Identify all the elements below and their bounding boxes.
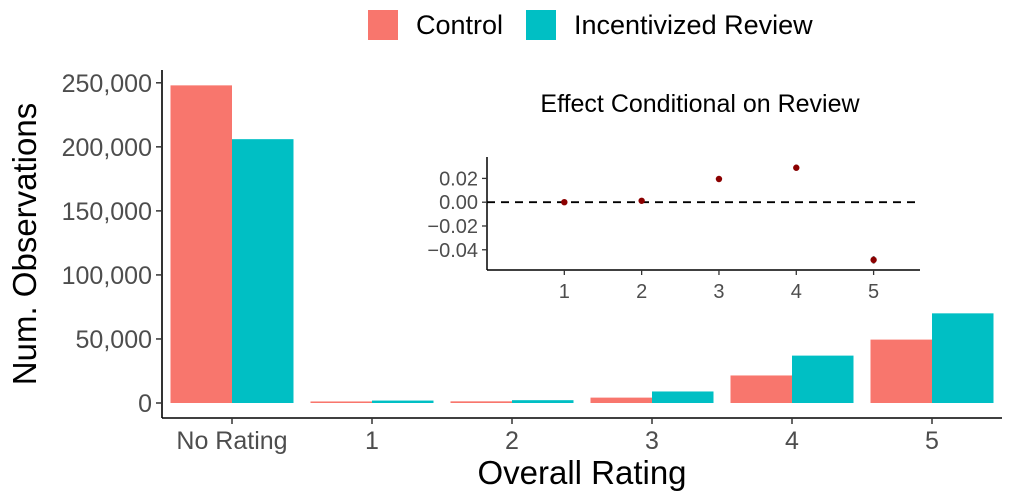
bar-incentivized-review xyxy=(512,400,574,403)
inset-y-tick-label: −0.04 xyxy=(427,240,478,262)
bar-incentivized-review xyxy=(652,391,714,403)
bar-control xyxy=(170,85,232,403)
y-tick-label: 50,000 xyxy=(76,326,152,354)
bar-incentivized-review xyxy=(372,400,434,403)
legend: Control Incentivized Review xyxy=(368,10,813,40)
inset-x-tick-label: 2 xyxy=(636,281,647,303)
bar-incentivized-review xyxy=(232,139,294,403)
inset-point xyxy=(870,256,877,264)
inset-x-tick-label: 1 xyxy=(559,281,570,303)
inset-y-tick-label: 0.02 xyxy=(439,168,478,190)
x-tick-label: 4 xyxy=(785,427,799,455)
y-tick-label: 150,000 xyxy=(62,198,152,226)
inset-point xyxy=(715,175,723,183)
y-tick-label: 200,000 xyxy=(62,134,152,162)
x-axis-title: Overall Rating xyxy=(477,454,686,491)
y-tick-label: 250,000 xyxy=(62,70,152,98)
legend-label: Incentivized Review xyxy=(574,10,813,40)
inset-x-tick-label: 3 xyxy=(713,281,724,303)
inset-x-tick-label: 5 xyxy=(868,281,879,303)
y-axis-title: Num. Observations xyxy=(6,103,43,385)
bar-incentivized-review xyxy=(932,313,994,403)
legend-swatch-incentivized-review xyxy=(526,10,556,40)
bar-control xyxy=(590,397,652,403)
x-tick-label: 2 xyxy=(505,427,519,455)
y-tick-label: 100,000 xyxy=(62,262,152,290)
inset-point xyxy=(561,199,568,206)
bar-control xyxy=(730,375,792,403)
bar-incentivized-review xyxy=(792,355,854,403)
legend-label: Control xyxy=(416,10,503,40)
x-tick-label: 3 xyxy=(645,427,659,455)
inset-y-tick-label: 0.00 xyxy=(439,192,478,214)
bar-control xyxy=(310,401,372,403)
main-bar-chart: 0 50,000 100,000 150,000 200,000 250,000 No Ra… xyxy=(6,70,1002,491)
legend-swatch-control xyxy=(368,10,398,40)
inset-x-tick-label: 4 xyxy=(791,281,802,303)
inset-title: Effect Conditional on Review xyxy=(540,90,860,118)
y-tick-label: 0 xyxy=(138,390,152,418)
inset-effect-chart: Effect Conditional on Review−0.04−0.020.… xyxy=(427,90,920,303)
x-tick-label: 1 xyxy=(365,427,379,455)
inset-y-tick-label: −0.02 xyxy=(427,216,478,238)
bar-control xyxy=(450,401,512,403)
inset-point xyxy=(793,164,800,171)
bar-control xyxy=(870,339,932,403)
inset-point xyxy=(638,197,645,204)
x-tick-label: No Rating xyxy=(176,427,287,455)
x-tick-label: 5 xyxy=(925,427,939,455)
